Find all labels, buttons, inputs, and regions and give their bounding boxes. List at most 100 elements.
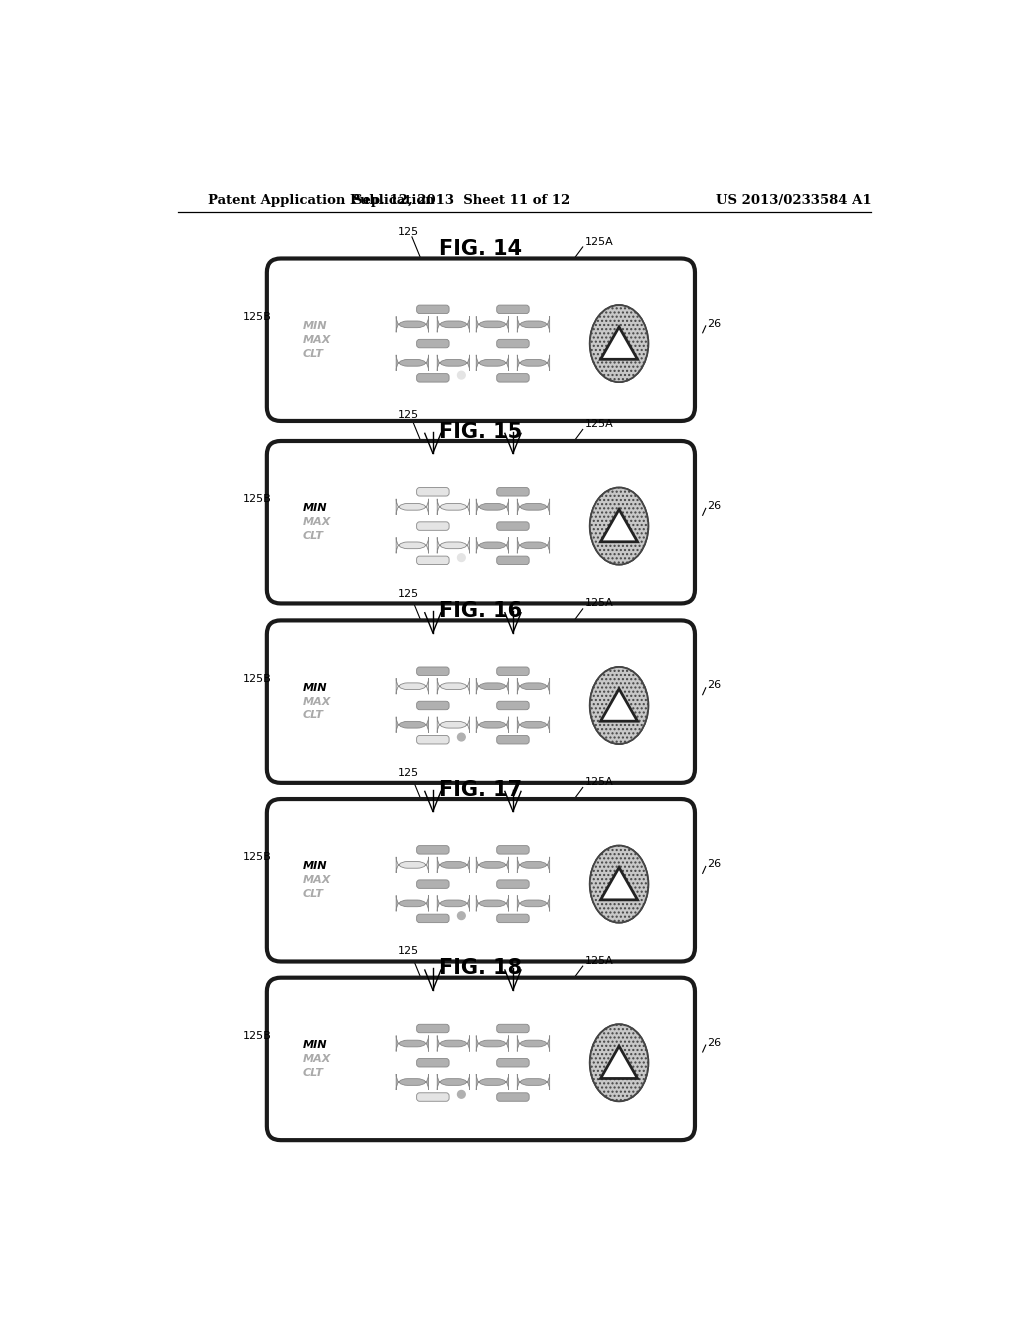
- FancyBboxPatch shape: [417, 1024, 450, 1032]
- Text: Patent Application Publication: Patent Application Publication: [208, 194, 434, 207]
- FancyBboxPatch shape: [497, 1093, 529, 1101]
- Text: CLT: CLT: [302, 348, 324, 359]
- FancyBboxPatch shape: [517, 499, 550, 515]
- FancyBboxPatch shape: [497, 667, 529, 676]
- Text: 125B: 125B: [243, 1031, 271, 1041]
- FancyBboxPatch shape: [497, 846, 529, 854]
- Text: 125A: 125A: [585, 777, 613, 787]
- Text: MAX: MAX: [302, 697, 331, 706]
- Text: Sep. 12, 2013  Sheet 11 of 12: Sep. 12, 2013 Sheet 11 of 12: [353, 194, 570, 207]
- FancyBboxPatch shape: [497, 339, 529, 348]
- Text: FIG. 15: FIG. 15: [439, 422, 522, 442]
- Text: CLT: CLT: [302, 531, 324, 541]
- Polygon shape: [600, 510, 638, 541]
- FancyBboxPatch shape: [476, 537, 509, 553]
- Text: FIG. 17: FIG. 17: [439, 780, 522, 800]
- FancyBboxPatch shape: [396, 717, 428, 733]
- FancyBboxPatch shape: [417, 1059, 450, 1067]
- FancyBboxPatch shape: [396, 317, 428, 333]
- Text: 26: 26: [708, 1038, 722, 1048]
- Text: MAX: MAX: [302, 517, 331, 527]
- FancyBboxPatch shape: [476, 895, 509, 911]
- Circle shape: [458, 733, 465, 741]
- FancyBboxPatch shape: [396, 499, 428, 515]
- FancyBboxPatch shape: [417, 487, 450, 496]
- Ellipse shape: [590, 667, 648, 744]
- FancyBboxPatch shape: [476, 717, 509, 733]
- FancyBboxPatch shape: [437, 355, 470, 371]
- FancyBboxPatch shape: [517, 317, 550, 333]
- FancyBboxPatch shape: [476, 678, 509, 694]
- Circle shape: [458, 912, 465, 920]
- FancyBboxPatch shape: [437, 678, 470, 694]
- FancyBboxPatch shape: [396, 1074, 428, 1090]
- FancyBboxPatch shape: [497, 521, 529, 531]
- Text: MAX: MAX: [302, 335, 331, 345]
- FancyBboxPatch shape: [396, 857, 428, 873]
- FancyBboxPatch shape: [267, 620, 695, 783]
- FancyBboxPatch shape: [517, 1074, 550, 1090]
- FancyBboxPatch shape: [396, 895, 428, 911]
- Circle shape: [458, 554, 465, 561]
- Ellipse shape: [590, 305, 648, 381]
- Text: CLT: CLT: [302, 710, 324, 721]
- Text: 26: 26: [708, 502, 722, 511]
- FancyBboxPatch shape: [417, 1093, 450, 1101]
- Text: 26: 26: [708, 859, 722, 869]
- FancyBboxPatch shape: [437, 499, 470, 515]
- FancyBboxPatch shape: [476, 1035, 509, 1052]
- FancyBboxPatch shape: [267, 978, 695, 1140]
- FancyBboxPatch shape: [267, 799, 695, 961]
- Ellipse shape: [590, 846, 648, 923]
- FancyBboxPatch shape: [497, 735, 529, 744]
- Text: MIN: MIN: [302, 862, 327, 871]
- Text: 125A: 125A: [585, 598, 613, 609]
- Text: 125B: 125B: [243, 853, 271, 862]
- Circle shape: [458, 1090, 465, 1098]
- Text: MIN: MIN: [302, 1040, 327, 1049]
- Text: 125B: 125B: [243, 494, 271, 504]
- FancyBboxPatch shape: [417, 339, 450, 348]
- FancyBboxPatch shape: [497, 556, 529, 565]
- FancyBboxPatch shape: [417, 846, 450, 854]
- Text: 125A: 125A: [585, 236, 613, 247]
- FancyBboxPatch shape: [396, 678, 428, 694]
- Ellipse shape: [590, 846, 648, 923]
- Polygon shape: [600, 689, 638, 721]
- Text: MIN: MIN: [302, 503, 327, 513]
- FancyBboxPatch shape: [497, 1059, 529, 1067]
- FancyBboxPatch shape: [437, 857, 470, 873]
- Text: 125: 125: [398, 589, 420, 599]
- FancyBboxPatch shape: [417, 735, 450, 744]
- FancyBboxPatch shape: [437, 317, 470, 333]
- FancyBboxPatch shape: [417, 305, 450, 314]
- Text: FIG. 16: FIG. 16: [439, 601, 522, 622]
- FancyBboxPatch shape: [417, 374, 450, 381]
- Text: 125A: 125A: [585, 418, 613, 429]
- FancyBboxPatch shape: [417, 667, 450, 676]
- Text: MAX: MAX: [302, 875, 331, 886]
- Ellipse shape: [590, 1024, 648, 1101]
- Ellipse shape: [590, 667, 648, 744]
- FancyBboxPatch shape: [417, 701, 450, 710]
- FancyBboxPatch shape: [497, 915, 529, 923]
- FancyBboxPatch shape: [497, 305, 529, 314]
- FancyBboxPatch shape: [437, 1074, 470, 1090]
- FancyBboxPatch shape: [417, 915, 450, 923]
- FancyBboxPatch shape: [267, 259, 695, 421]
- FancyBboxPatch shape: [476, 857, 509, 873]
- Text: 125: 125: [398, 768, 420, 777]
- FancyBboxPatch shape: [476, 1074, 509, 1090]
- FancyBboxPatch shape: [497, 374, 529, 381]
- Text: MIN: MIN: [302, 682, 327, 693]
- FancyBboxPatch shape: [396, 1035, 428, 1052]
- FancyBboxPatch shape: [476, 499, 509, 515]
- FancyBboxPatch shape: [476, 355, 509, 371]
- Text: FIG. 14: FIG. 14: [439, 239, 522, 259]
- FancyBboxPatch shape: [417, 880, 450, 888]
- FancyBboxPatch shape: [396, 355, 428, 371]
- Text: 125: 125: [398, 227, 420, 238]
- Ellipse shape: [590, 305, 648, 381]
- FancyBboxPatch shape: [497, 1024, 529, 1032]
- Polygon shape: [600, 1047, 638, 1078]
